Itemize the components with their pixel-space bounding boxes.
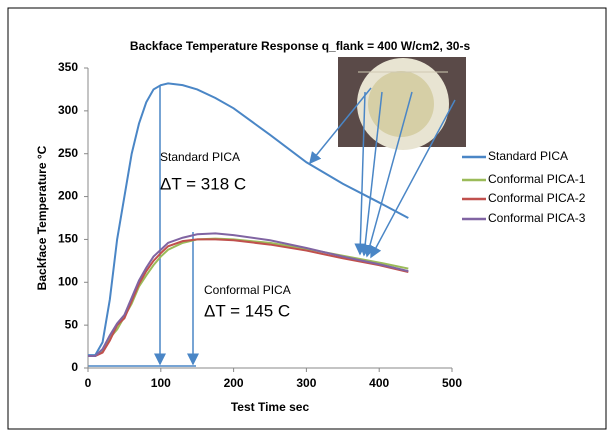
legend-label: Standard PICA	[488, 149, 568, 163]
x-tick-label: 100	[151, 376, 171, 390]
annotation-arrows	[88, 86, 456, 367]
annotation: Standard PICA	[160, 150, 240, 164]
arrow	[309, 87, 372, 165]
photo-inner-disk	[368, 71, 434, 137]
y-tick-label: 100	[58, 274, 78, 288]
y-axis-label: Backface Temperature °C	[35, 145, 49, 290]
x-tick-label: 500	[442, 376, 462, 390]
y-tick-label: 50	[65, 317, 79, 331]
arrow	[370, 99, 456, 259]
legend-label: Conformal PICA-1	[488, 172, 586, 186]
x-tick-label: 200	[224, 376, 244, 390]
annotation: Conformal PICA	[204, 283, 291, 297]
arrow	[354, 91, 367, 256]
series-line	[88, 232, 409, 357]
x-tick-label: 400	[369, 376, 389, 390]
chart-title: Backface Temperature Response q_flank = …	[130, 39, 471, 53]
y-tick-label: 150	[58, 232, 78, 246]
y-tick-label: 300	[58, 103, 78, 117]
y-tick-label: 250	[58, 146, 78, 160]
series-line	[88, 238, 409, 357]
y-tick-label: 0	[71, 360, 78, 374]
photo	[338, 57, 466, 150]
annotation: ΔT = 145 C	[204, 301, 290, 320]
x-tick-label: 0	[85, 376, 92, 390]
y-tick-label: 350	[58, 60, 78, 74]
legend-label: Conformal PICA-3	[488, 211, 586, 225]
arrow	[359, 91, 383, 257]
chart-frame	[7, 7, 607, 430]
x-axis-label: Test Time sec	[231, 400, 310, 414]
y-tick-label: 200	[58, 189, 78, 203]
arrow	[363, 91, 413, 258]
annotation: ΔT = 318 C	[160, 174, 246, 193]
x-tick-label: 300	[296, 376, 316, 390]
series-line	[88, 82, 409, 357]
legend-label: Conformal PICA-2	[488, 191, 586, 205]
